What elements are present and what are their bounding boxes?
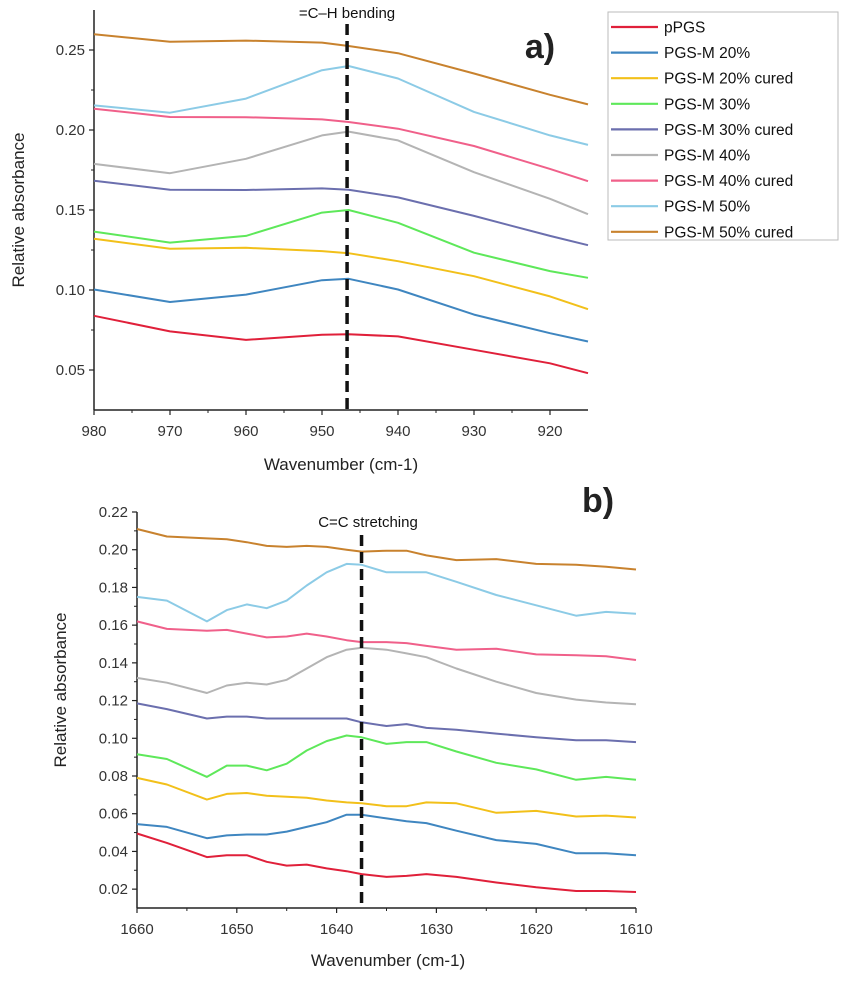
series-line-pgs-m-20-cured <box>93 237 589 311</box>
series-line-pgs-m-50-cured <box>93 33 589 106</box>
series-line-pgs-m-40-cured <box>93 107 589 183</box>
y-tick-label: 0.14 <box>99 655 128 672</box>
x-tick-label: 1630 <box>420 921 453 938</box>
series-line-pgs-m-40- <box>93 130 589 216</box>
legend-entry: pPGS <box>664 20 705 37</box>
y-tick-label: 0.20 <box>56 122 85 139</box>
series-line-pgs-m-30- <box>136 734 637 781</box>
series-line-pgs-m-50- <box>136 562 637 623</box>
series-line-pgs-m-50-cured <box>136 528 637 571</box>
x-axis-title: Wavenumber (cm-1) <box>311 951 465 970</box>
series-line-pgs-m-20-cured <box>136 776 637 819</box>
y-tick-label: 0.04 <box>99 843 128 860</box>
x-tick-label: 1660 <box>120 921 153 938</box>
y-tick-label: 0.10 <box>56 282 85 299</box>
x-axis-title: Wavenumber (cm-1) <box>264 455 418 474</box>
y-tick-label: 0.12 <box>99 693 128 710</box>
series-line-pgs-m-20- <box>136 813 637 857</box>
legend-entry: PGS-M 20% <box>664 45 750 62</box>
x-tick-label: 930 <box>461 423 486 440</box>
peak-annotation: =C–H bending <box>299 5 395 22</box>
x-tick-label: 1610 <box>619 921 652 938</box>
x-tick-label: 980 <box>81 423 106 440</box>
x-tick-label: 1620 <box>520 921 553 938</box>
legend: pPGS PGS-M 20% PGS-M 20% cured PGS-M 30% PGS… <box>607 11 839 241</box>
panel-label: a) <box>525 28 555 66</box>
x-tick-label: 1650 <box>220 921 253 938</box>
series-line-pgs-m-30- <box>93 209 589 279</box>
y-tick-label: 0.06 <box>99 806 128 823</box>
y-tick-label: 0.10 <box>99 730 128 747</box>
y-axis-title: Relative absorbance <box>9 133 28 288</box>
series-line-pgs-m-40- <box>136 646 637 706</box>
series-line-pgs-m-40-cured <box>136 620 637 661</box>
panel-a-chart: 980 970 960 950 940 930 920 0.05 0.10 0.15 0.20 0.2… <box>9 5 589 474</box>
legend-entry: PGS-M 30% cured <box>664 122 793 139</box>
y-tick-label: 0.08 <box>99 768 128 785</box>
y-tick-label: 0.22 <box>99 504 128 521</box>
series-line-pgs-m-20- <box>93 277 589 343</box>
y-tick-label: 0.02 <box>99 881 128 898</box>
peak-annotation: C=C stretching <box>318 514 418 531</box>
x-tick-label: 1640 <box>320 921 353 938</box>
legend-entry: PGS-M 40% cured <box>664 173 793 190</box>
legend-entry: PGS-M 50% cured <box>664 224 793 241</box>
panel-label: b) <box>582 482 614 520</box>
legend-entry: PGS-M 40% <box>664 148 750 165</box>
x-tick-label: 960 <box>233 423 258 440</box>
panel-b-chart: 1660 1650 1640 1630 1620 1610 0.02 0.04 0.06 0.08… <box>51 482 653 970</box>
series-line-pgs-m-30-cured <box>93 179 589 247</box>
y-tick-label: 0.15 <box>56 202 85 219</box>
legend-entry: PGS-M 20% cured <box>664 71 793 88</box>
y-tick-label: 0.25 <box>56 42 85 59</box>
y-tick-label: 0.05 <box>56 362 85 379</box>
x-tick-label: 920 <box>537 423 562 440</box>
y-tick-label: 0.20 <box>99 542 128 559</box>
y-axis-title: Relative absorbance <box>51 613 70 768</box>
legend-entry: PGS-M 30% <box>664 96 750 113</box>
y-tick-label: 0.18 <box>99 579 128 596</box>
x-tick-label: 970 <box>157 423 182 440</box>
legend-entry: PGS-M 50% <box>664 199 750 216</box>
series-line-ppgs <box>136 832 637 893</box>
legend-box <box>607 11 839 241</box>
y-tick-label: 0.16 <box>99 617 128 634</box>
x-tick-label: 950 <box>309 423 334 440</box>
series-line-pgs-m-30-cured <box>136 702 637 744</box>
x-tick-label: 940 <box>385 423 410 440</box>
